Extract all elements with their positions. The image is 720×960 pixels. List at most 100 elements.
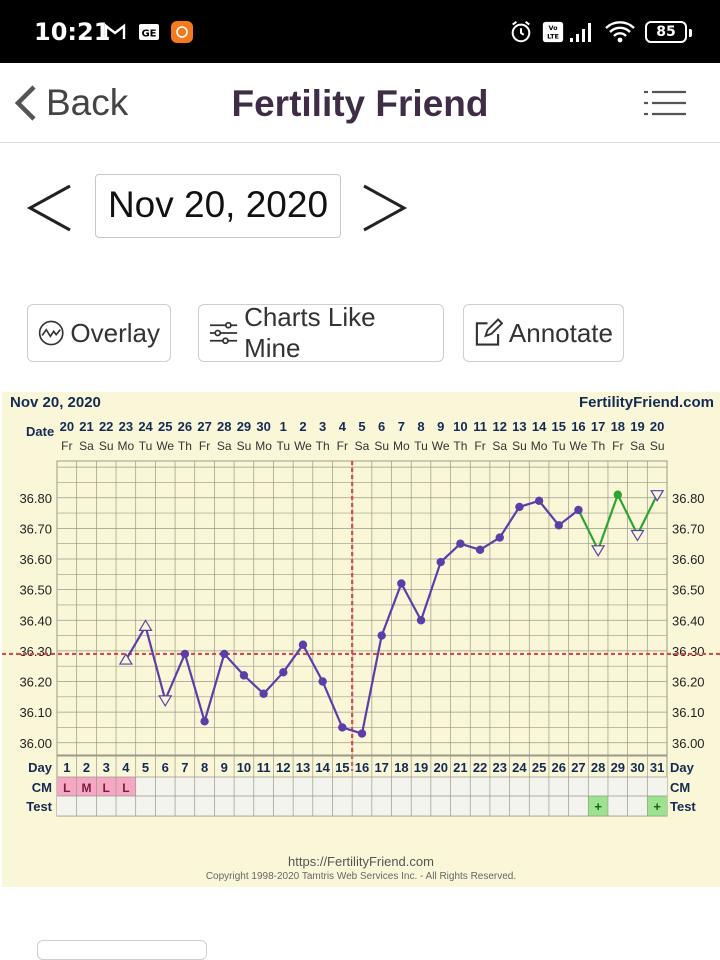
temperature-point (574, 505, 583, 515)
test-cell-fill (647, 796, 667, 816)
cycle-day-label: 19 (414, 760, 428, 775)
date-label: 26 (178, 419, 192, 434)
weekday-label: Mo (393, 439, 410, 453)
weekday-label: Fr (337, 439, 348, 453)
test-positive-mark: + (653, 799, 661, 814)
weekday-label: We (570, 439, 588, 453)
temperature-point (279, 668, 288, 677)
annotate-label: Annotate (508, 317, 613, 348)
edit-icon (475, 318, 503, 346)
temperature-point (180, 649, 190, 659)
overlay-label: Overlay (70, 317, 160, 348)
chart-date-label: Nov 20, 2020 (10, 394, 101, 411)
date-label: 1 (280, 419, 287, 434)
temperature-point (534, 496, 544, 506)
next-section-button[interactable] (37, 940, 207, 960)
cycle-day-label: 8 (201, 760, 208, 775)
battery-icon: 85 (645, 21, 692, 43)
status-time: 10:21 (34, 18, 111, 46)
previous-date-icon[interactable] (22, 180, 78, 236)
cycle-day-label: 5 (142, 760, 149, 775)
annotate-button[interactable]: Annotate (463, 304, 624, 362)
svg-text:Vo: Vo (548, 24, 558, 32)
weekday-label: Sa (355, 439, 370, 453)
weekday-label: Sa (492, 439, 507, 453)
y-tick-right: 36.80 (672, 491, 705, 506)
cycle-day-label: 29 (611, 760, 625, 775)
wifi-icon (605, 21, 635, 43)
cycle-day-label: 7 (181, 760, 188, 775)
y-tick-right: 36.70 (672, 521, 705, 536)
temperature-segment (164, 653, 186, 701)
date-label: 9 (437, 419, 444, 434)
y-tick-left: 36.20 (19, 675, 52, 690)
temperature-open-marker (138, 619, 153, 631)
cycle-day-label: 21 (453, 760, 467, 775)
bbt-chart-svg: Date 20Fr21Sa22Su23Mo24Tu25We26Th27Fr28Sa… (2, 419, 720, 817)
date-label: 3 (319, 419, 326, 434)
y-tick-right: 36.40 (672, 613, 705, 628)
chart-url[interactable]: https://FertilityFriend.com (288, 854, 434, 869)
weekday-label: Su (374, 439, 389, 453)
cycle-day-label: 22 (473, 760, 487, 775)
back-button[interactable]: Back (12, 79, 128, 127)
temperature-point (220, 649, 229, 659)
temperature-segment (223, 653, 245, 677)
temperature-open-marker (591, 545, 606, 557)
y-tick-left: 36.60 (19, 552, 52, 567)
date-label: 4 (339, 419, 347, 434)
date-label: 29 (237, 419, 251, 434)
cm-test-background (57, 777, 667, 816)
cm-value: L (63, 781, 70, 795)
date-label: 27 (197, 419, 211, 434)
date-label: 20 (650, 419, 664, 434)
y-tick-right: 36.30 (672, 644, 705, 659)
gmail-icon (104, 23, 126, 39)
temperature-point (613, 490, 623, 499)
test-row-label-left: Test (26, 799, 52, 814)
cycle-day-label: 20 (433, 760, 447, 775)
cm-value: L (122, 781, 129, 795)
date-label: 30 (256, 419, 270, 434)
cycle-day-label: 23 (493, 760, 507, 775)
overlay-button[interactable]: Overlay (27, 304, 171, 362)
cycle-day-label: 24 (512, 760, 527, 775)
overlay-icon (38, 320, 64, 346)
weekday-label: Sa (217, 439, 232, 453)
temperature-point (456, 539, 465, 548)
date-label: 22 (99, 419, 113, 434)
day-row-label-left: Day (28, 760, 53, 775)
temperature-segment (419, 561, 442, 621)
cm-cell-fill (57, 777, 77, 796)
hamburger-menu-icon[interactable] (644, 89, 686, 117)
weekday-label: We (294, 439, 312, 453)
alarm-icon (511, 21, 531, 43)
date-label: 28 (217, 419, 231, 434)
weekday-label: Fr (61, 439, 72, 453)
cycle-day-label: 16 (355, 760, 369, 775)
cycle-day-label: 14 (315, 760, 330, 775)
temperature-open-marker (630, 529, 645, 542)
current-date-field[interactable]: Nov 20, 2020 (95, 174, 341, 238)
next-date-icon[interactable] (356, 180, 412, 236)
date-label: 17 (591, 419, 605, 434)
weekday-label: Su (237, 439, 252, 453)
temperature-point (515, 502, 524, 512)
y-tick-right: 36.20 (672, 675, 705, 690)
temperature-segment (183, 653, 206, 722)
temperature-segment (243, 674, 265, 695)
cm-row-label-right: CM (670, 780, 690, 795)
date-label: 24 (138, 419, 153, 434)
charts-like-mine-button[interactable]: Charts Like Mine (198, 302, 444, 363)
temperature-segment (636, 494, 659, 535)
weekday-label: Sa (79, 439, 94, 453)
cm-value: M (82, 781, 92, 795)
y-tick-left: 36.50 (19, 583, 52, 598)
temperature-segment (380, 583, 403, 636)
y-tick-right: 36.50 (672, 583, 705, 598)
weekday-label: Mo (531, 439, 548, 453)
date-label: 12 (493, 419, 507, 434)
cycle-day-label: 17 (374, 760, 388, 775)
y-tick-left: 36.10 (19, 705, 52, 720)
temperature-point (357, 729, 367, 738)
